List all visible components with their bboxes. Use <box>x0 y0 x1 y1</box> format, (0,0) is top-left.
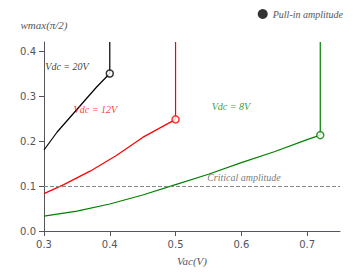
svg-text:0.2: 0.2 <box>20 136 36 147</box>
svg-text:wmax(π/2): wmax(π/2) <box>20 19 67 32</box>
svg-text:Pull-in amplitude: Pull-in amplitude <box>272 9 344 20</box>
svg-text:Vdc = 12V: Vdc = 12V <box>74 104 119 115</box>
svg-text:0.3: 0.3 <box>20 91 36 102</box>
svg-text:0.1: 0.1 <box>20 181 36 192</box>
svg-text:0.7: 0.7 <box>299 239 315 250</box>
svg-text:0.3: 0.3 <box>36 239 52 250</box>
svg-text:Vac(V): Vac(V) <box>177 255 207 268</box>
svg-text:Vdc = 20V: Vdc = 20V <box>45 61 90 72</box>
svg-text:0.4: 0.4 <box>102 239 118 250</box>
svg-text:Critical amplitude: Critical amplitude <box>207 172 281 183</box>
svg-text:0.0: 0.0 <box>20 226 36 237</box>
svg-text:0.5: 0.5 <box>168 239 184 250</box>
svg-text:Vdc = 8V: Vdc = 8V <box>212 101 252 112</box>
svg-text:0.4: 0.4 <box>20 46 36 57</box>
svg-text:0.6: 0.6 <box>233 239 249 250</box>
